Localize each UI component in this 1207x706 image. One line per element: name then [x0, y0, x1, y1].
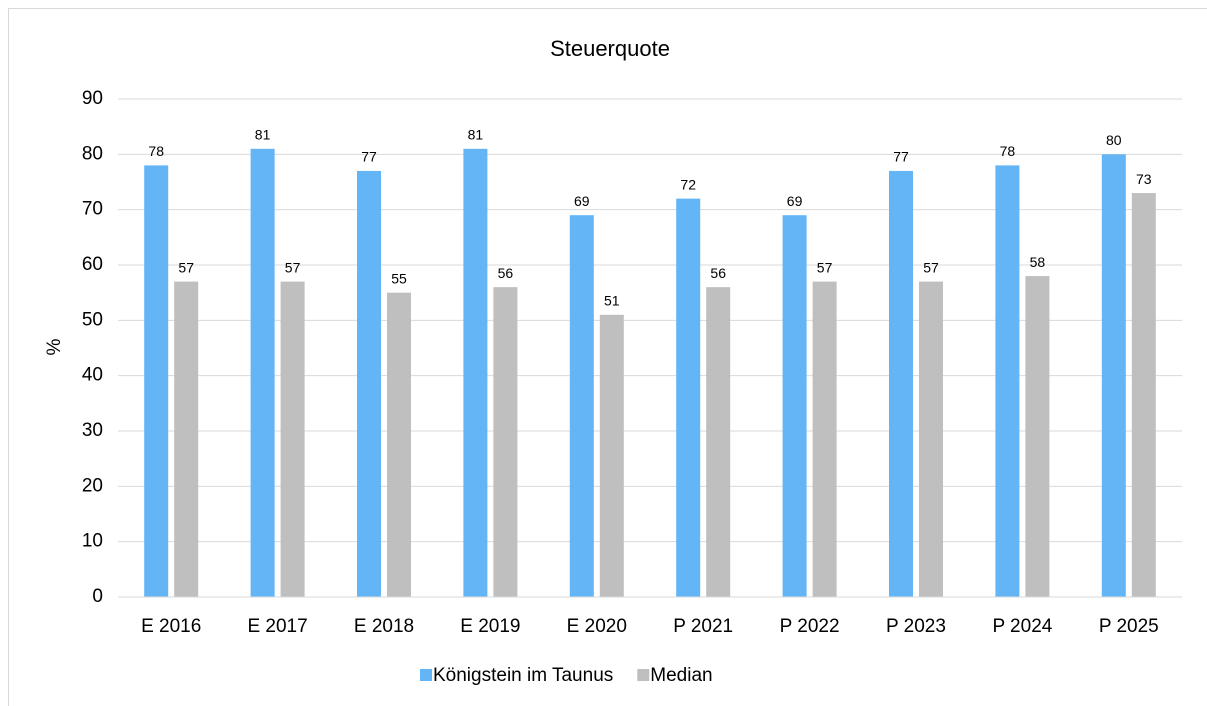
y-tick-label: 30 [82, 420, 103, 441]
bar [493, 287, 518, 597]
data-label: 58 [1030, 254, 1046, 270]
x-tick-label: P 2025 [1099, 616, 1159, 637]
y-tick-label: 40 [82, 365, 103, 386]
data-label: 78 [1000, 143, 1016, 159]
bar [1025, 276, 1050, 597]
data-label: 55 [391, 270, 407, 286]
x-tick-label: E 2019 [460, 616, 520, 637]
x-tick-label: E 2020 [567, 616, 627, 637]
bar [919, 281, 943, 597]
legend-label: Königstein im Taunus [433, 665, 613, 686]
x-tick-label: E 2018 [354, 616, 414, 637]
bar [599, 314, 624, 597]
data-label: 77 [893, 149, 909, 165]
bar [1131, 193, 1156, 598]
bar [569, 215, 594, 597]
bar [387, 292, 411, 597]
x-tick-label: E 2017 [247, 616, 307, 637]
data-label: 57 [178, 259, 194, 275]
data-label: 51 [604, 293, 620, 309]
x-tick-label: P 2024 [992, 616, 1052, 637]
bar [280, 281, 305, 597]
bar [676, 198, 701, 597]
y-tick-label: 0 [92, 586, 103, 607]
legend-label: Median [650, 665, 712, 686]
data-label: 80 [1106, 132, 1122, 148]
y-tick-label: 60 [82, 254, 103, 275]
y-tick-label: 80 [82, 143, 103, 164]
data-label: 81 [468, 127, 484, 143]
bar [706, 287, 731, 597]
chart-title: Steuerquote [550, 36, 670, 61]
bar [1101, 154, 1126, 598]
data-label: 69 [574, 193, 590, 209]
y-tick-label: 20 [82, 475, 103, 496]
data-label: 57 [923, 259, 939, 275]
data-label: 81 [255, 127, 271, 143]
x-tick-label: P 2023 [886, 616, 946, 637]
data-label: 56 [710, 265, 726, 281]
y-axis-label: % [44, 338, 65, 355]
x-tick-label: P 2021 [673, 616, 733, 637]
data-label: 69 [787, 193, 803, 209]
bar [995, 165, 1020, 597]
bar [250, 148, 275, 598]
data-label: 72 [680, 176, 696, 192]
bar [812, 281, 837, 597]
data-label: 73 [1136, 171, 1152, 187]
y-tick-label: 10 [82, 531, 103, 552]
x-tick-label: E 2016 [141, 616, 201, 637]
data-label: 56 [498, 265, 514, 281]
data-label: 78 [148, 143, 164, 159]
bar [782, 215, 807, 597]
bar [463, 148, 488, 598]
bar [357, 170, 381, 597]
bar [144, 165, 169, 597]
data-label: 57 [817, 259, 833, 275]
y-tick-label: 90 [82, 88, 103, 109]
bar [889, 170, 913, 597]
legend-swatch [420, 669, 432, 681]
bar [174, 281, 199, 597]
data-label: 77 [361, 149, 377, 165]
y-tick-label: 70 [82, 199, 103, 220]
x-tick-label: P 2022 [780, 616, 840, 637]
y-tick-label: 50 [82, 309, 103, 330]
legend-swatch [637, 669, 650, 681]
data-label: 57 [285, 259, 301, 275]
